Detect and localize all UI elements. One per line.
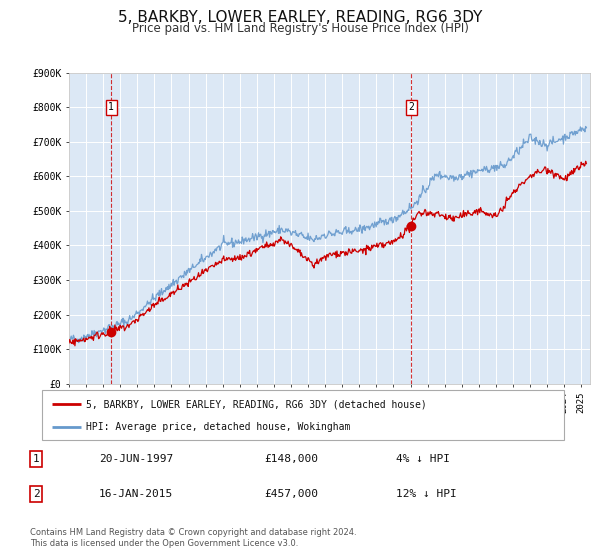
Text: £148,000: £148,000 — [264, 454, 318, 464]
Text: Price paid vs. HM Land Registry's House Price Index (HPI): Price paid vs. HM Land Registry's House … — [131, 22, 469, 35]
Text: 2: 2 — [409, 102, 414, 113]
Text: 1: 1 — [108, 102, 114, 113]
Text: 20-JUN-1997: 20-JUN-1997 — [99, 454, 173, 464]
Text: 16-JAN-2015: 16-JAN-2015 — [99, 489, 173, 499]
Text: 4% ↓ HPI: 4% ↓ HPI — [396, 454, 450, 464]
Text: This data is licensed under the Open Government Licence v3.0.: This data is licensed under the Open Gov… — [30, 539, 298, 548]
Text: Contains HM Land Registry data © Crown copyright and database right 2024.: Contains HM Land Registry data © Crown c… — [30, 528, 356, 536]
Text: 12% ↓ HPI: 12% ↓ HPI — [396, 489, 457, 499]
FancyBboxPatch shape — [42, 390, 564, 440]
Text: HPI: Average price, detached house, Wokingham: HPI: Average price, detached house, Woki… — [86, 422, 351, 432]
Text: 5, BARKBY, LOWER EARLEY, READING, RG6 3DY: 5, BARKBY, LOWER EARLEY, READING, RG6 3D… — [118, 10, 482, 25]
Text: 2: 2 — [32, 489, 40, 499]
Text: 1: 1 — [32, 454, 40, 464]
Text: 5, BARKBY, LOWER EARLEY, READING, RG6 3DY (detached house): 5, BARKBY, LOWER EARLEY, READING, RG6 3D… — [86, 399, 427, 409]
Text: £457,000: £457,000 — [264, 489, 318, 499]
